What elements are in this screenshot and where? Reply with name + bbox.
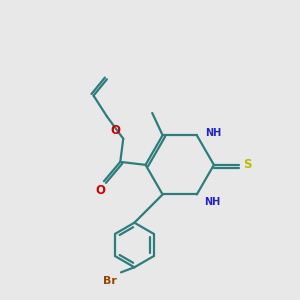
Text: NH: NH [205,128,221,138]
Text: O: O [110,124,120,137]
Text: NH: NH [204,197,220,207]
Text: O: O [95,184,105,196]
Text: Br: Br [103,276,117,286]
Text: S: S [243,158,251,171]
